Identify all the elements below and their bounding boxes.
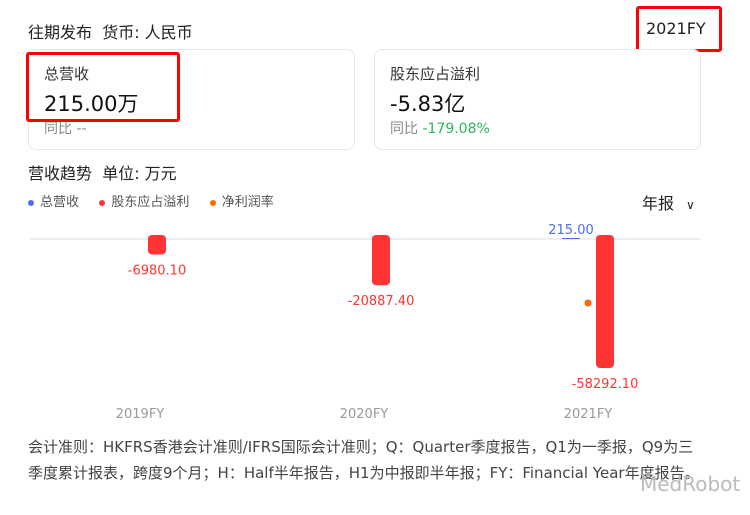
card-label: 总营收 bbox=[44, 65, 90, 83]
trend-unit: 单位: 万元 bbox=[102, 164, 177, 183]
legend-label: 净利润率 bbox=[221, 195, 274, 210]
trend-title: 营收趋势 单位: 万元 bbox=[28, 160, 177, 184]
net-margin-point bbox=[584, 299, 592, 307]
legend-dot-icon bbox=[28, 199, 34, 206]
profit-data-label: -20887.40 bbox=[348, 294, 415, 309]
yoy-label: 同比 bbox=[390, 121, 418, 137]
revenue-bar bbox=[562, 238, 580, 239]
footnote: 会计准则：HKFRS香港会计准则/IFRS国际会计准则；Q：Quarter季度报… bbox=[28, 438, 700, 482]
card-label: 股东应占溢利 bbox=[390, 65, 481, 83]
header-title: 往期发布 货币: 人民币 bbox=[28, 19, 193, 43]
trend-title-text: 营收趋势 bbox=[28, 164, 93, 183]
profit-bar bbox=[596, 235, 614, 369]
chevron-down-icon: ∨ bbox=[686, 198, 695, 212]
legend-dot-icon bbox=[209, 199, 216, 206]
card-value: 215.00万 bbox=[44, 92, 139, 116]
card-yoy: 同比 -179.08% bbox=[390, 118, 490, 138]
highlight-box-period bbox=[636, 6, 722, 52]
legend: 总营收 股东应占溢利 净利润率 bbox=[28, 191, 274, 210]
watermark: MedRobot bbox=[640, 472, 741, 496]
trend-chart: 2019FY -6980.10 2020FY -20887.40 2021FY -5829… bbox=[30, 223, 700, 422]
card-profit[interactable]: 股东应占溢利 -5.83亿 同比 -179.08% bbox=[374, 49, 701, 150]
legend-label: 总营收 bbox=[40, 195, 80, 210]
x-tick-label: 2021FY bbox=[564, 407, 613, 422]
legend-label: 股东应占溢利 bbox=[111, 195, 190, 210]
legend-item-profit[interactable]: 股东应占溢利 bbox=[99, 195, 189, 210]
x-tick-label: 2020FY bbox=[340, 407, 389, 422]
card-yoy: 同比 -- bbox=[44, 118, 87, 138]
period-selector[interactable]: 2021FY bbox=[646, 19, 706, 38]
yoy-value: -- bbox=[76, 121, 87, 137]
title-text: 往期发布 bbox=[28, 23, 93, 42]
legend-dot-icon bbox=[99, 199, 106, 206]
card-revenue[interactable]: 总营收 215.00万 同比 -- bbox=[28, 49, 355, 150]
legend-item-margin[interactable]: 净利润率 bbox=[209, 195, 274, 210]
card-value: -5.83亿 bbox=[390, 92, 466, 116]
legend-item-revenue[interactable]: 总营收 bbox=[28, 195, 79, 210]
yoy-label: 同比 bbox=[44, 121, 72, 137]
profit-bar bbox=[148, 235, 166, 255]
yoy-value: -179.08% bbox=[422, 121, 490, 137]
revenue-data-label: 215.00 bbox=[548, 223, 594, 238]
report-type-dropdown[interactable]: 年报 ∨ bbox=[642, 190, 695, 214]
currency-text: 货币: 人民币 bbox=[102, 23, 193, 42]
highlight-box-revenue bbox=[26, 52, 180, 122]
profit-bar bbox=[372, 235, 390, 286]
profit-data-label: -6980.10 bbox=[128, 263, 186, 278]
x-tick-label: 2019FY bbox=[116, 407, 165, 422]
profit-data-label: -58292.10 bbox=[572, 377, 639, 392]
dropdown-value: 年报 bbox=[642, 194, 675, 213]
